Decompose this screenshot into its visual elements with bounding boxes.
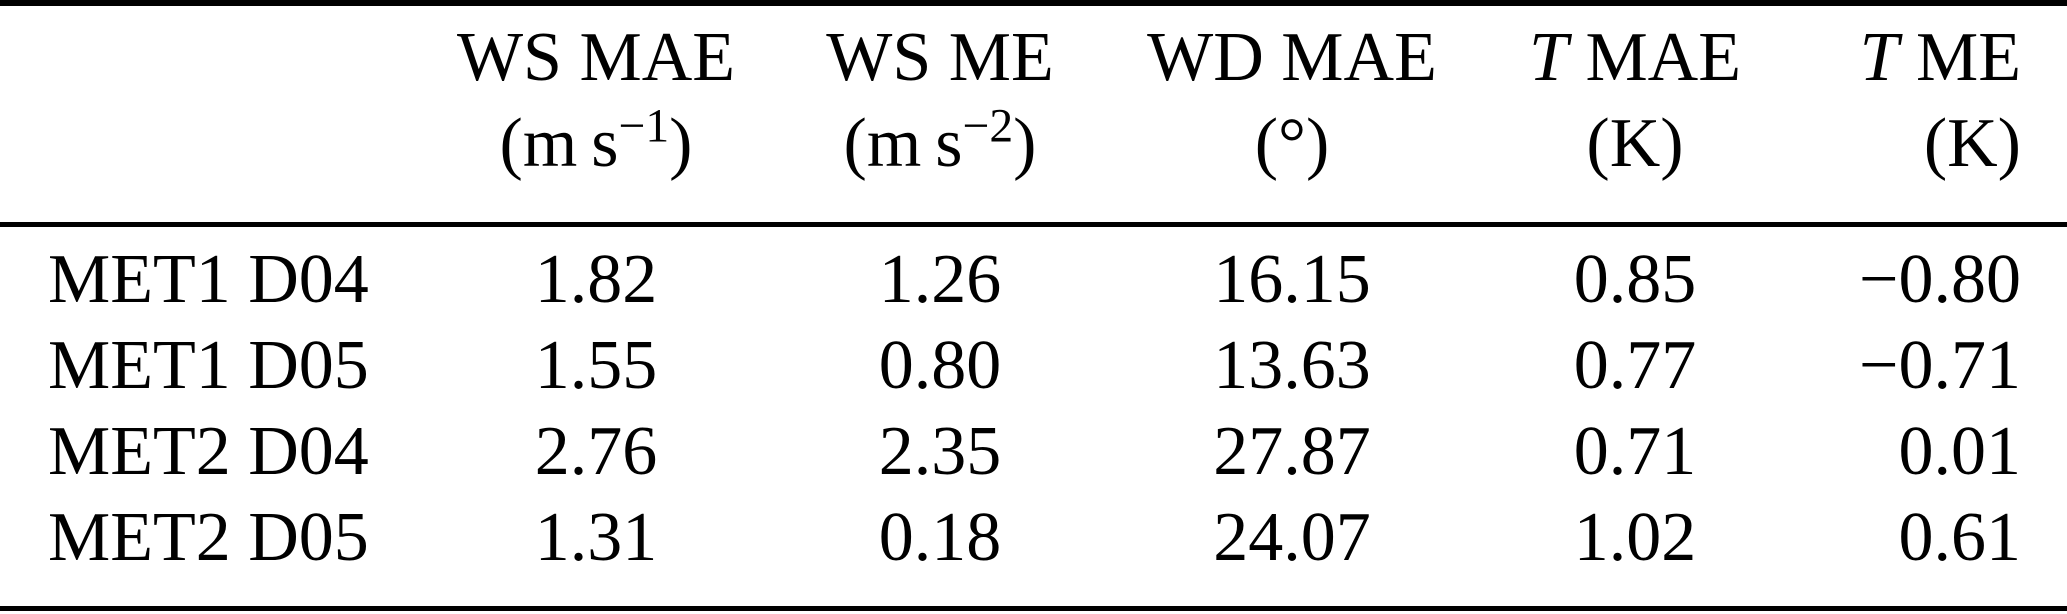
- column-header-station: [0, 3, 436, 225]
- column-unit: (m s−2): [756, 101, 1124, 187]
- column-unit: (K): [1810, 101, 2021, 187]
- cell-t-me: −0.71: [1859, 327, 2021, 404]
- column-header-ws-me: WS ME (m s−2): [756, 3, 1124, 225]
- unit-text: (K): [1923, 105, 2021, 182]
- cell-ws-me: 0.18: [878, 499, 1002, 576]
- unit-close: ): [669, 105, 693, 182]
- cell-ws-me: 0.80: [878, 327, 1002, 404]
- table-row-met2-d04: MET2 D04 2.76 2.35 27.87 0.71 0.01: [0, 409, 2067, 495]
- table-row-met1-d04: MET1 D04 1.82 1.26 16.15 0.85 −0.80: [0, 225, 2067, 324]
- cell-t-mae: 0.77: [1573, 327, 1697, 404]
- column-title: WD MAE: [1124, 15, 1460, 101]
- unit-text: (K): [1586, 105, 1684, 182]
- column-unit: (K): [1460, 101, 1810, 187]
- unit-close: ): [1013, 105, 1037, 182]
- cell-wd-mae: 13.63: [1213, 327, 1371, 404]
- cell-t-mae: 1.02: [1573, 499, 1697, 576]
- cell-wd-mae: 16.15: [1213, 241, 1371, 318]
- column-title-text: MAE: [1567, 19, 1741, 96]
- column-title-text: WD MAE: [1147, 19, 1437, 96]
- table-row-met2-d05: MET2 D05 1.31 0.18 24.07 1.02 0.61: [0, 495, 2067, 609]
- column-title-symbol: T: [1529, 19, 1568, 96]
- cell-wd-mae: 24.07: [1213, 499, 1371, 576]
- column-title: T MAE: [1460, 15, 1810, 101]
- cell-ws-mae: 1.82: [534, 241, 658, 318]
- cell-ws-me: 2.35: [878, 413, 1002, 490]
- cell-t-mae: 0.71: [1573, 413, 1697, 490]
- row-label: MET1 D05: [48, 327, 369, 404]
- cell-t-me: 0.61: [1898, 499, 2022, 576]
- column-title-text: WS MAE: [456, 19, 736, 96]
- cell-t-mae: 0.85: [1573, 241, 1697, 318]
- table-row-met1-d05: MET1 D05 1.55 0.80 13.63 0.77 −0.71: [0, 323, 2067, 409]
- column-header-t-me: T ME (K): [1810, 3, 2067, 225]
- column-title-text: ME: [1898, 19, 2021, 96]
- column-title-text: WS ME: [826, 19, 1054, 96]
- column-header-ws-mae: WS MAE (m s−1): [436, 3, 756, 225]
- cell-wd-mae: 27.87: [1213, 413, 1371, 490]
- cell-ws-mae: 2.76: [534, 413, 658, 490]
- header-row: WS MAE (m s−1) WS ME (m s−2) WD MAE (°) …: [0, 3, 2067, 225]
- row-label: MET2 D04: [48, 413, 369, 490]
- column-title: T ME: [1810, 15, 2021, 101]
- cell-ws-mae: 1.31: [534, 499, 658, 576]
- column-header-wd-mae: WD MAE (°): [1124, 3, 1460, 225]
- row-label: MET1 D04: [48, 241, 369, 318]
- column-header-t-mae: T MAE (K): [1460, 3, 1810, 225]
- unit-text: (m s: [499, 105, 619, 182]
- column-title-symbol: T: [1859, 19, 1899, 96]
- column-unit: (°): [1124, 101, 1460, 187]
- column-title: WS ME: [756, 15, 1124, 101]
- column-title: WS MAE: [436, 15, 756, 101]
- unit-superscript: −1: [618, 100, 670, 153]
- cell-t-me: −0.80: [1859, 241, 2021, 318]
- row-label: MET2 D05: [48, 499, 369, 576]
- column-unit: (m s−1): [436, 101, 756, 187]
- table-body: MET1 D04 1.82 1.26 16.15 0.85 −0.80 MET1…: [0, 225, 2067, 609]
- cell-t-me: 0.01: [1898, 413, 2022, 490]
- cell-ws-mae: 1.55: [534, 327, 658, 404]
- cell-ws-me: 1.26: [878, 241, 1002, 318]
- table-header: WS MAE (m s−1) WS ME (m s−2) WD MAE (°) …: [0, 3, 2067, 225]
- unit-superscript: −2: [962, 100, 1014, 153]
- unit-text: (m s: [843, 105, 963, 182]
- unit-text: (°): [1254, 105, 1330, 182]
